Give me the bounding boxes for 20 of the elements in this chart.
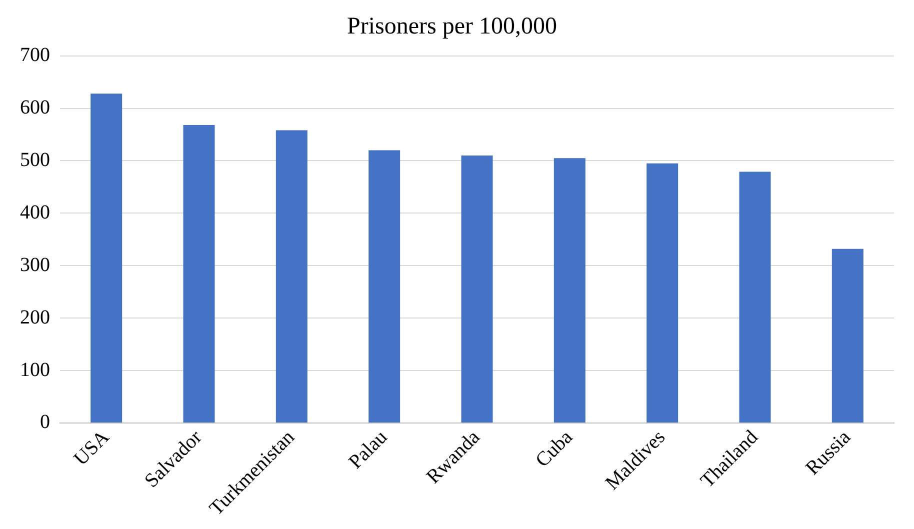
- bar: [739, 172, 771, 422]
- bar: [368, 150, 400, 422]
- y-tick-label: 300: [20, 254, 50, 276]
- y-tick-label: 600: [20, 96, 50, 119]
- bar: [832, 248, 864, 422]
- y-tick-label: 0: [40, 411, 50, 434]
- chart-title: Prisoners per 100,000: [347, 14, 557, 40]
- bar: [646, 163, 678, 422]
- bar: [276, 130, 308, 422]
- bar: [461, 155, 493, 422]
- bar: [90, 94, 122, 422]
- x-tick-label: USA: [70, 426, 114, 470]
- y-tick-label: 200: [20, 306, 50, 328]
- y-tick-label: 700: [20, 44, 50, 66]
- y-tick-label: 100: [20, 358, 50, 381]
- y-tick-label: 400: [20, 201, 50, 224]
- bar: [554, 158, 586, 422]
- y-tick-label: 500: [20, 148, 50, 171]
- x-tick-label: Cuba: [532, 426, 577, 472]
- bar: [183, 125, 215, 422]
